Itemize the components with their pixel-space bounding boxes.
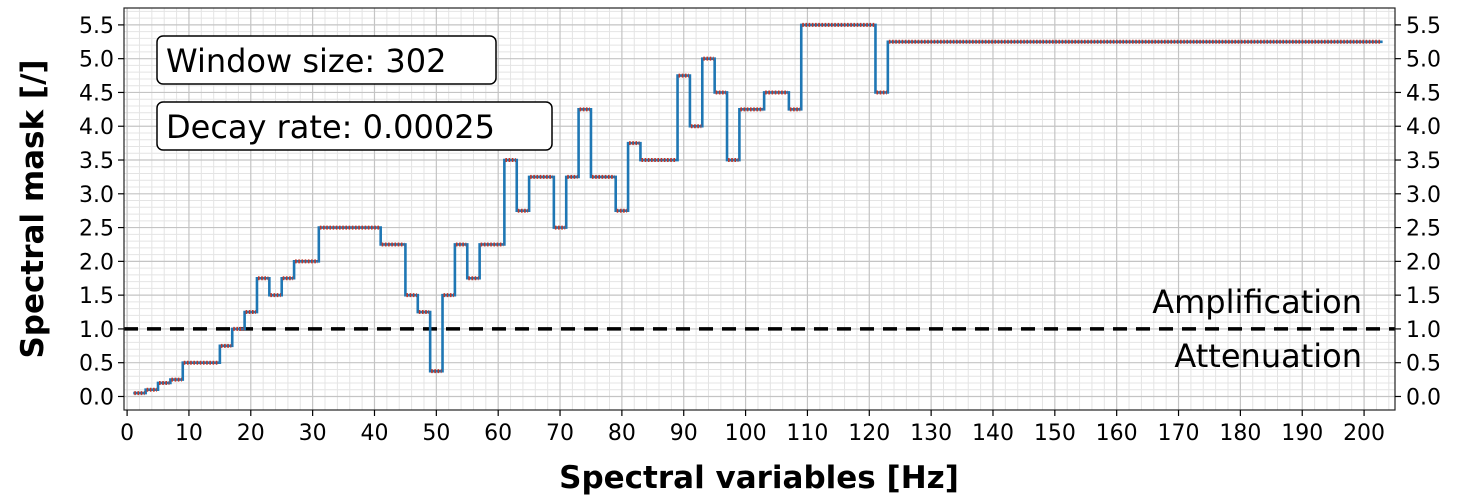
window-size-label: Window size: 302 <box>166 42 446 80</box>
y-tick-label-left: 3.5 <box>79 149 114 174</box>
y-tick-label-left: 1.5 <box>79 284 114 309</box>
x-tick-label: 170 <box>1158 421 1200 446</box>
x-tick-label: 30 <box>299 421 327 446</box>
x-tick-label: 70 <box>546 421 574 446</box>
y-tick-label-right: 5.5 <box>1406 14 1441 39</box>
y-tick-label-left: 2.5 <box>79 217 114 242</box>
y-tick-label-right: 3.5 <box>1406 149 1441 174</box>
decay-rate-label: Decay rate: 0.00025 <box>166 108 495 146</box>
x-tick-label: 10 <box>175 421 203 446</box>
x-tick-label: 180 <box>1219 421 1261 446</box>
ticks: 0 10 20 30 40 50 60 70 80 90 100 110 120 130 140 150 160… <box>79 14 1441 446</box>
x-tick-label: 190 <box>1281 421 1323 446</box>
window-size-box: Window size: 302 <box>156 35 497 85</box>
y-tick-label-right: 0.0 <box>1406 385 1441 410</box>
attenuation-label: Attenuation <box>1174 337 1362 375</box>
x-axis-label: Spectral variables [Hz] <box>559 460 959 496</box>
decay-rate-box: Decay rate: 0.00025 <box>156 101 553 151</box>
x-tick-label: 140 <box>972 421 1014 446</box>
x-tick-label: 20 <box>237 421 265 446</box>
y-tick-label-right: 0.5 <box>1406 352 1441 377</box>
x-tick-label: 100 <box>725 421 767 446</box>
amplification-label: Amplification <box>1152 283 1362 321</box>
plot-frame <box>123 7 1396 411</box>
y-tick-label-left: 4.0 <box>79 115 114 140</box>
y-tick-label-left: 0.0 <box>79 385 114 410</box>
y-tick-label-right: 1.0 <box>1406 318 1441 343</box>
y-tick-label-left: 0.5 <box>79 352 114 377</box>
y-tick-label-left: 5.0 <box>79 48 114 73</box>
y-tick-label-right: 2.0 <box>1406 250 1441 275</box>
x-tick-label: 0 <box>120 421 134 446</box>
y-tick-label-left: 5.5 <box>79 14 114 39</box>
y-tick-label-left: 4.5 <box>79 81 114 106</box>
x-tick-label: 80 <box>608 421 636 446</box>
x-tick-label: 40 <box>360 421 388 446</box>
y-tick-label-left: 3.0 <box>79 183 114 208</box>
x-tick-label: 50 <box>422 421 450 446</box>
y-tick-label-left: 1.0 <box>79 318 114 343</box>
y-tick-label-right: 4.0 <box>1406 115 1441 140</box>
x-tick-label: 130 <box>910 421 952 446</box>
y-tick-label-right: 4.5 <box>1406 81 1441 106</box>
x-tick-label: 200 <box>1343 421 1385 446</box>
y-axis-label: Spectral mask [/] <box>15 59 51 358</box>
x-tick-label: 110 <box>786 421 828 446</box>
x-tick-label: 90 <box>670 421 698 446</box>
y-tick-label-right: 2.5 <box>1406 217 1441 242</box>
y-tick-label-right: 1.5 <box>1406 284 1441 309</box>
x-tick-label: 160 <box>1096 421 1138 446</box>
x-tick-label: 60 <box>484 421 512 446</box>
x-tick-label: 120 <box>848 421 890 446</box>
x-tick-label: 150 <box>1034 421 1076 446</box>
y-tick-label-left: 2.0 <box>79 250 114 275</box>
series-layer <box>133 22 1383 396</box>
mask-step-line <box>133 23 1383 395</box>
y-tick-label-right: 3.0 <box>1406 183 1441 208</box>
y-tick-label-right: 5.0 <box>1406 48 1441 73</box>
